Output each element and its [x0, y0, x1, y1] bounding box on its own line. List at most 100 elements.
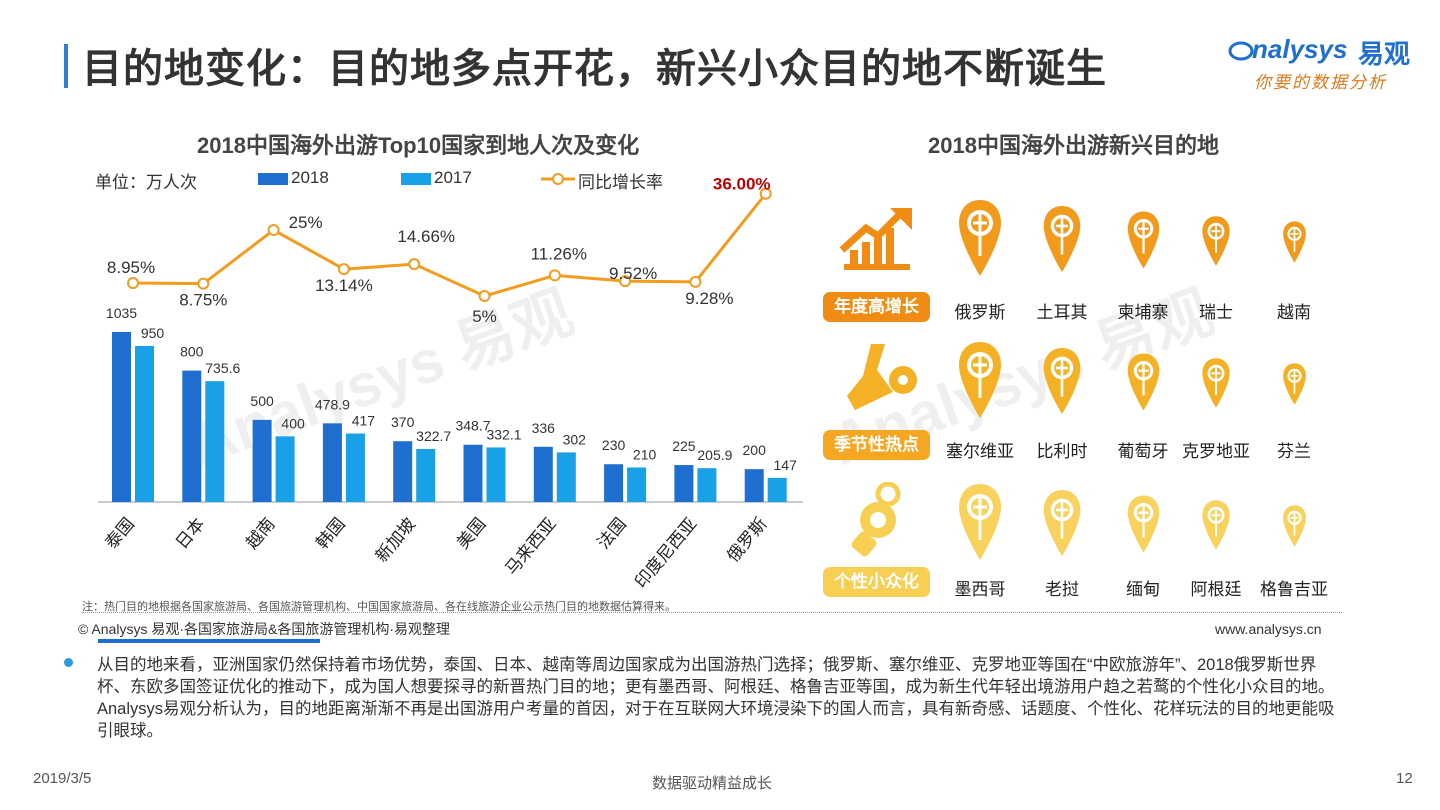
- growth-point: [689, 275, 702, 288]
- growth-label: 25%: [289, 213, 323, 232]
- bar-label-2018: 336: [532, 420, 556, 436]
- destination-label: 老挝: [1045, 580, 1079, 599]
- growth-point: [548, 269, 561, 282]
- analysys-logo: nalysys 易观 你要的数据分析: [1228, 34, 1418, 94]
- bar-label-2017: 400: [281, 415, 305, 431]
- location-pin-icon: [1282, 220, 1306, 263]
- bar-2017: [135, 345, 154, 502]
- bar-label-2017: 147: [774, 457, 798, 473]
- location-pin-icon: [1127, 495, 1159, 553]
- bar-label-2018: 370: [391, 414, 415, 430]
- location-pin-icon: [1043, 347, 1081, 415]
- growth-label: 9.52%: [609, 264, 657, 283]
- location-pin-icon: [1202, 216, 1230, 266]
- growth-label: 11.26%: [531, 244, 587, 263]
- bar-label-2017: 332.1: [486, 426, 521, 442]
- bar-label-2017: 417: [352, 413, 376, 429]
- footer-date: 2019/3/5: [33, 770, 92, 787]
- bar-label-2018: 500: [250, 393, 274, 409]
- bar-label-2018: 230: [602, 437, 626, 453]
- bar-2017: [345, 433, 365, 502]
- bar-label-2018: 348.7: [455, 418, 490, 434]
- bar-2017: [767, 477, 787, 502]
- growth-point: [337, 263, 350, 276]
- growth-label: 8.95%: [107, 258, 155, 277]
- bar-2018: [252, 419, 272, 502]
- source-underline: [98, 639, 320, 643]
- bar-2018: [604, 464, 624, 502]
- growth-point: [267, 224, 280, 237]
- growth-line: [132, 192, 767, 298]
- bar-label-2017: 302: [563, 431, 587, 447]
- destination-label: 阿根廷: [1190, 580, 1242, 599]
- growth-chart-icon: [839, 208, 912, 270]
- bar-2018: [112, 332, 131, 502]
- bullet-icon: [64, 658, 73, 667]
- legend-label-2017: 2017: [434, 168, 472, 187]
- bar-2017: [416, 448, 436, 502]
- destination-label: 柬埔寨: [1117, 303, 1169, 322]
- growth-point: [478, 290, 491, 303]
- growth-label: 36.00%: [713, 175, 771, 194]
- destination-label: 墨西哥: [954, 580, 1006, 599]
- destinations-title: 2018中国海外出游新兴目的地: [928, 133, 1219, 158]
- bar-2017: [486, 447, 506, 502]
- location-pin-icon: [1127, 211, 1159, 269]
- location-pin-icon: [1127, 353, 1159, 411]
- destination-label: 越南: [1277, 303, 1311, 322]
- destination-label: 芬兰: [1277, 442, 1311, 461]
- location-pin-icon: [1282, 504, 1306, 547]
- destination-label: 缅甸: [1126, 580, 1160, 599]
- location-pin-icon: [1043, 489, 1081, 557]
- logo-tagline: 你要的数据分析: [1254, 73, 1387, 92]
- bar-2018: [322, 423, 342, 502]
- location-pin-icon: [959, 484, 1001, 560]
- summary-text: 从目的地来看，亚洲国家仍然保持着市场优势，泰国、日本、越南等周边国家成为出国游热…: [97, 656, 1335, 740]
- destination-pins: 俄罗斯 土耳其 柬埔寨 瑞士 越南 塞尔维亚 比利时 葡萄牙 克罗地亚 芬兰 墨西哥 老挝 缅甸 阿根廷格…: [946, 200, 1328, 599]
- growth-point: [408, 258, 421, 271]
- bar-label-2018: 478.9: [315, 396, 350, 412]
- chart-title: 2018中国海外出游Top10国家到地人次及变化: [197, 133, 640, 158]
- growth-point: [197, 277, 210, 290]
- location-pin-icon: [1202, 500, 1230, 550]
- bar-2017: [627, 467, 647, 502]
- bar-2018: [744, 469, 764, 502]
- logo-a-icon: [1228, 41, 1254, 61]
- destination-label: 格鲁吉亚: [1260, 580, 1328, 599]
- logo-text: nalysys: [1252, 34, 1348, 64]
- bar-2017: [205, 381, 225, 502]
- destination-label: 瑞士: [1199, 303, 1233, 322]
- badge-seasonal: 季节性热点: [823, 430, 930, 460]
- logo-cn: 易观: [1358, 39, 1411, 69]
- bar-2018: [674, 465, 694, 502]
- location-pin-icon: [1282, 362, 1306, 405]
- bar-2018: [393, 441, 413, 502]
- bar-label-2018: 200: [743, 442, 767, 458]
- bar-2017: [556, 452, 576, 502]
- bar-2017: [697, 468, 717, 502]
- footer-tagline: 数据驱动精益成长: [652, 775, 773, 792]
- divider: [82, 612, 1342, 613]
- bar-2018: [463, 444, 483, 502]
- bar-label-2018: 225: [672, 438, 696, 454]
- bar-label-2017: 205.9: [697, 447, 732, 463]
- legend-label-2018: 2018: [291, 168, 329, 187]
- pacifier-icon: [851, 482, 901, 557]
- destination-label: 塞尔维亚: [946, 442, 1014, 461]
- chart-note: 注：热门目的地根据各国家旅游局、各国旅游管理机构、中国国家旅游局、各在线旅游企业…: [82, 601, 676, 613]
- bar-2017: [275, 436, 295, 502]
- growth-point: [127, 277, 139, 289]
- bar-line-chart: 1035950泰国800735.6日本500400越南478.9417韩国370…: [98, 175, 803, 592]
- growth-label: 13.14%: [315, 276, 373, 295]
- page-number: 12: [1396, 770, 1413, 787]
- page-title: 目的地变化：目的地多点开花，新兴小众目的地不断诞生: [82, 47, 1107, 91]
- location-pin-icon: [1202, 358, 1230, 408]
- growth-point: [759, 187, 772, 200]
- growth-point: [619, 275, 632, 288]
- badge-high-growth: 年度高增长: [823, 292, 930, 322]
- growth-label: 8.75%: [179, 291, 227, 310]
- badge-niche: 个性小众化: [823, 567, 930, 597]
- growth-label: 9.28%: [685, 289, 733, 308]
- bar-label-2017: 735.6: [205, 360, 240, 376]
- bar-label-2017: 950: [141, 325, 165, 341]
